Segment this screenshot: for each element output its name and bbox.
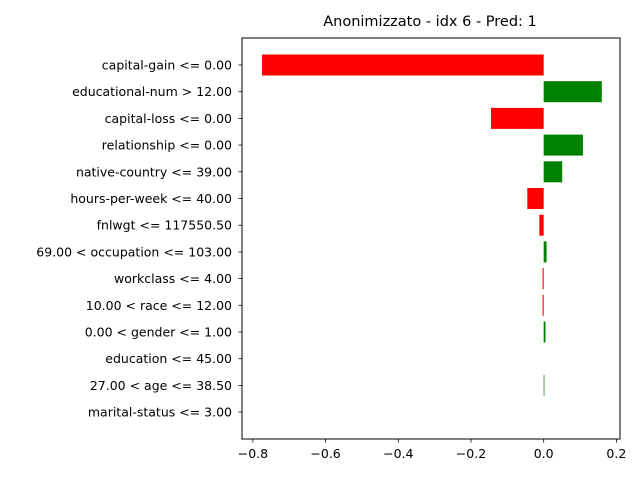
bar [527,188,544,209]
y-tick-label: hours-per-week <= 40.00 [70,191,232,206]
y-tick-label: relationship <= 0.00 [102,138,232,153]
x-tick-label: −0.8 [238,446,268,461]
y-tick-labels: capital-gain <= 0.00 educational-num > 12… [36,58,242,420]
y-tick-label: educational-num > 12.00 [72,84,232,99]
bar [543,241,547,263]
bar [542,294,544,316]
x-tick-label: 0.2 [606,446,626,461]
y-tick-label: education <= 45.00 [105,351,232,366]
y-tick-label: 27.00 < age <= 38.50 [90,378,232,393]
y-tick-label: fnlwgt <= 117550.50 [97,218,232,233]
x-tick-label: 0.0 [534,446,554,461]
y-tick-label: native-country <= 39.00 [76,164,232,179]
x-tick-label: −0.6 [310,446,340,461]
bar [543,134,583,156]
y-tick-label: workclass <= 4.00 [114,271,232,286]
x-tick-label: −0.4 [383,446,413,461]
y-tick-label: 0.00 < gender <= 1.00 [85,325,232,340]
y-tick-label: 69.00 < occupation <= 103.00 [36,244,232,259]
bar [539,214,544,236]
bar [542,268,544,290]
bar [543,321,546,343]
y-tick-label: 10.00 < race <= 12.00 [86,298,232,313]
y-tick-label: capital-gain <= 0.00 [102,58,232,73]
y-tick-label: marital-status <= 3.00 [88,405,232,420]
bars-group [261,54,602,396]
bar [490,107,544,129]
axes-frame [241,37,621,440]
bar [543,81,602,103]
bar [543,374,545,396]
bar [543,161,563,183]
x-ticks: −0.8 −0.6 −0.4 −0.2 0.0 0.2 [238,439,626,461]
bar [261,54,544,76]
chart-title: Anonimizzato - idx 6 - Pred: 1 [323,14,537,30]
y-tick-label: capital-loss <= 0.00 [105,111,232,126]
x-tick-label: −0.2 [456,446,486,461]
